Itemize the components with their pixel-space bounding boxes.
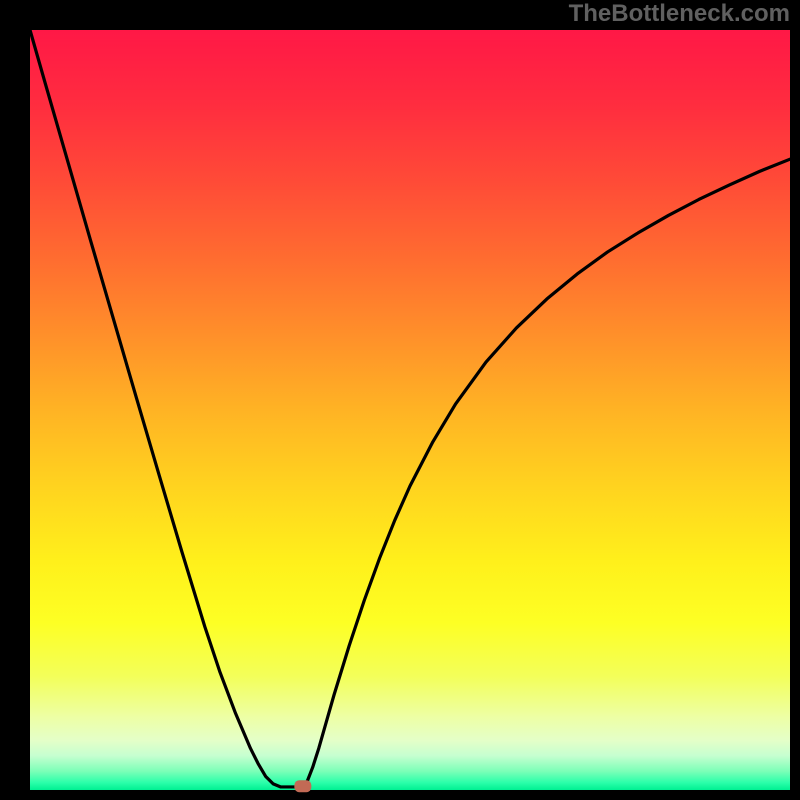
chart-background (30, 30, 790, 790)
chart-svg (0, 0, 800, 800)
optimum-marker (294, 780, 311, 792)
bottleneck-chart (0, 0, 800, 800)
watermark-text: TheBottleneck.com (569, 0, 790, 28)
